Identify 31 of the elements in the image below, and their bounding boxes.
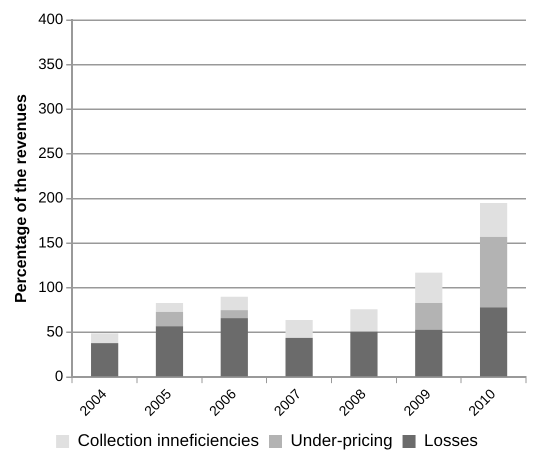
y-tick-label: 350	[38, 56, 64, 73]
y-tick-label: 150	[38, 234, 64, 252]
y-tick-label: 100	[38, 278, 64, 296]
bar	[156, 303, 184, 312]
bar	[480, 203, 508, 237]
legend-label: Losses	[424, 431, 478, 450]
bar	[156, 326, 184, 376]
y-tick-label: 0	[54, 368, 64, 386]
bar	[415, 330, 442, 376]
bar	[480, 236, 508, 308]
bar	[220, 318, 248, 376]
bar	[415, 303, 442, 330]
bar	[156, 312, 184, 326]
bar	[220, 296, 248, 310]
y-axis-title: Percentage of the revenues	[13, 94, 30, 304]
y-tick-label: 300	[38, 100, 64, 118]
y-tick-label: 400	[38, 11, 64, 28]
bar	[91, 333, 118, 344]
y-tick-label: 50	[46, 324, 64, 341]
bar	[286, 320, 313, 338]
bar	[286, 338, 313, 376]
y-tick-label: 250	[38, 145, 64, 162]
legend-label: Collection inneficiencies	[78, 431, 260, 450]
bar	[350, 309, 378, 332]
bar	[480, 307, 508, 376]
legend-label: Under-pricing	[290, 431, 393, 450]
bar	[220, 310, 248, 318]
bar	[350, 332, 378, 376]
bar	[91, 343, 118, 376]
y-tick-label: 200	[38, 190, 64, 207]
bar	[415, 272, 442, 303]
